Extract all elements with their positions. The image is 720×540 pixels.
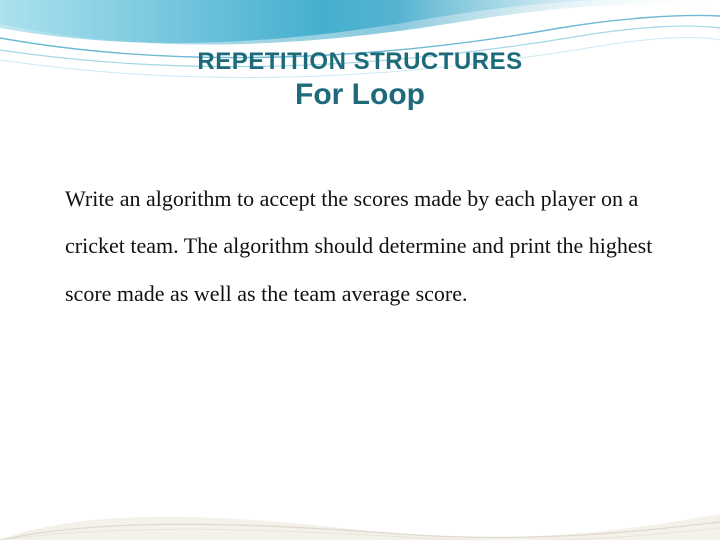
slide-body-text: Write an algorithm to accept the scores … [65,175,665,317]
slide-subtitle: For Loop [0,78,720,112]
footer-swirl-decoration [0,500,720,540]
title-block: REPETITION STRUCTURES For Loop [0,48,720,112]
slide-title: REPETITION STRUCTURES [0,48,720,76]
